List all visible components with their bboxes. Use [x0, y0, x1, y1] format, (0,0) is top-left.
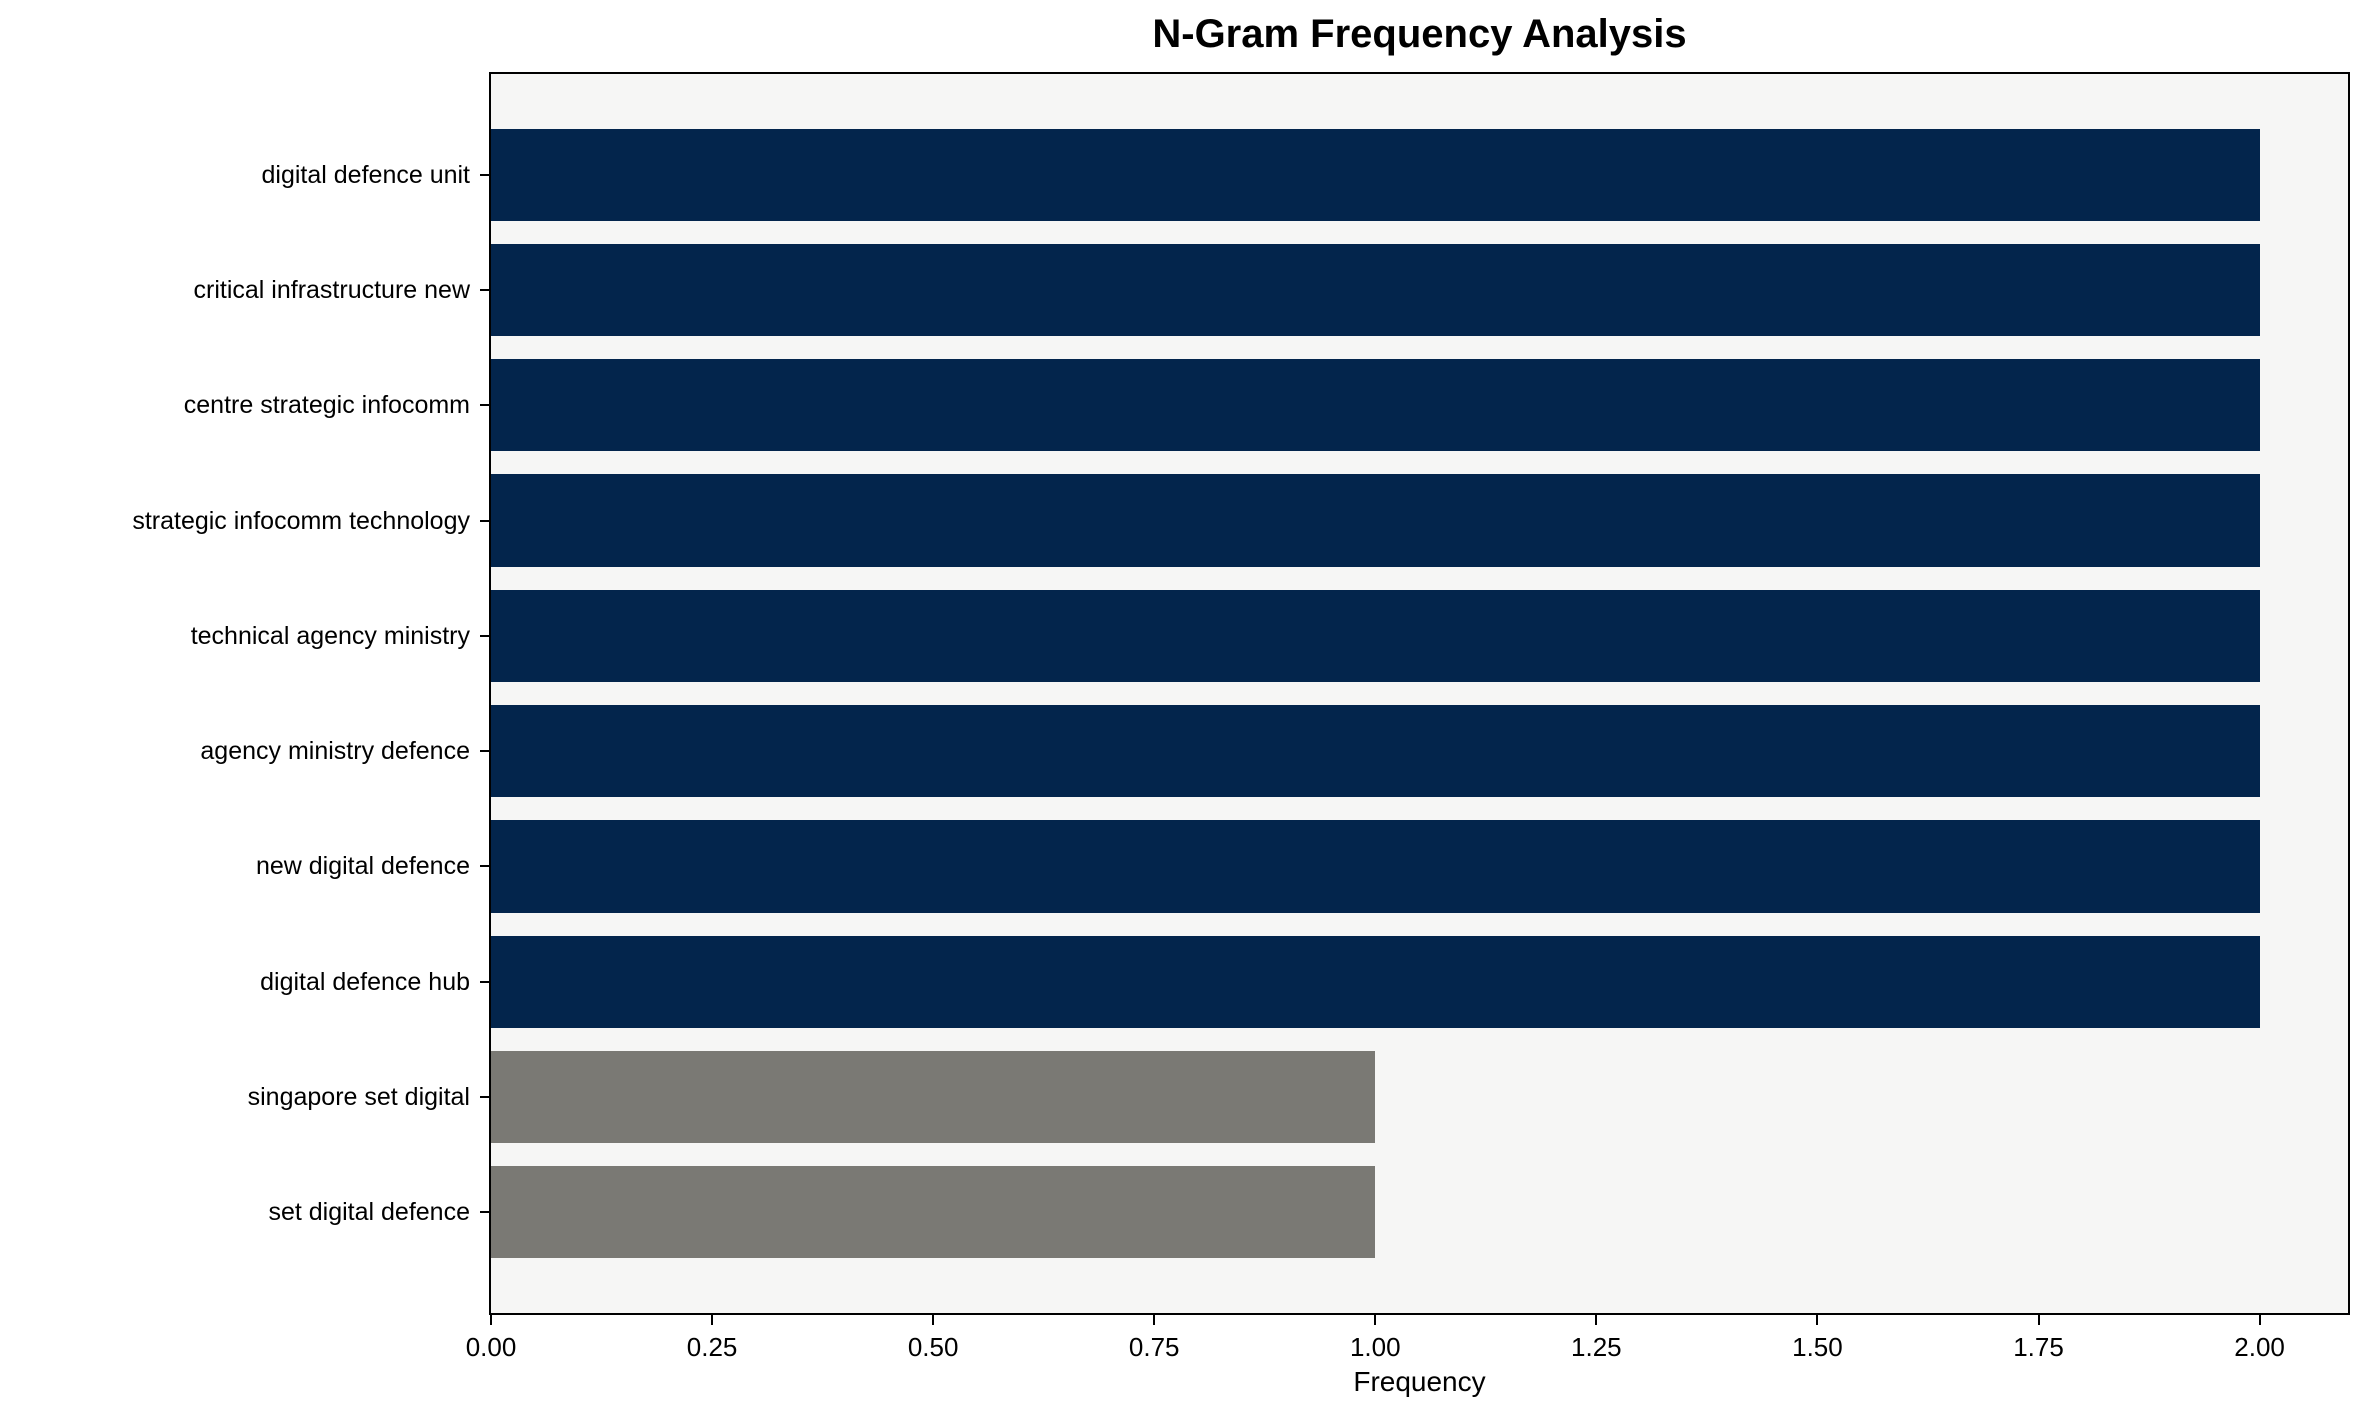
y-tick-mark — [480, 519, 489, 522]
y-tick-mark — [480, 980, 489, 983]
y-tick-label: new digital defence — [255, 852, 470, 881]
y-tick-label: digital defence hub — [260, 967, 470, 996]
bar-digital-defence-unit — [491, 128, 2260, 221]
y-tick-label: strategic infocomm technology — [132, 506, 470, 535]
y-tick-mark — [480, 404, 489, 407]
y-tick-label: critical infrastructure new — [193, 275, 470, 304]
x-tick-mark — [1816, 1315, 1819, 1325]
chart-title: N-Gram Frequency Analysis — [1152, 12, 1687, 56]
x-axis-label: Frequency — [1353, 1366, 1486, 1397]
x-tick-mark — [932, 1315, 935, 1325]
y-tick-label: digital defence unit — [261, 160, 470, 189]
bar-critical-infrastructure-new — [491, 243, 2260, 337]
plot-area — [489, 72, 2350, 1315]
x-tick-label: 2.00 — [2234, 1332, 2285, 1362]
y-tick-mark — [480, 173, 489, 176]
x-tick-label: 0.25 — [686, 1332, 738, 1362]
y-tick-mark — [480, 634, 489, 637]
y-tick-label: agency ministry defence — [200, 737, 470, 766]
y-tick-mark — [480, 750, 489, 753]
x-tick-mark — [2258, 1315, 2261, 1325]
bar-singapore-set-digital — [491, 1050, 1376, 1144]
y-tick-label: set digital defence — [268, 1198, 470, 1227]
y-tick-mark — [480, 1096, 489, 1099]
bar-strategic-infocomm-technology — [491, 474, 2260, 567]
y-tick-label: technical agency ministry — [190, 621, 470, 650]
x-tick-mark — [711, 1315, 714, 1325]
x-tick-mark — [1595, 1315, 1598, 1325]
bar-centre-strategic-infocomm — [491, 359, 2260, 452]
y-tick-mark — [480, 1211, 489, 1214]
x-tick-label: 1.25 — [1571, 1332, 1622, 1362]
y-tick-label: singapore set digital — [247, 1083, 470, 1112]
bar-digital-defence-hub — [491, 935, 2260, 1028]
bar-set-digital-defence — [491, 1166, 1376, 1259]
x-tick-label: 1.00 — [1349, 1332, 1401, 1362]
bar-new-digital-defence — [491, 820, 2260, 913]
y-tick-mark — [480, 865, 489, 868]
x-tick-mark — [1153, 1315, 1156, 1325]
x-tick-label: 0.75 — [1128, 1332, 1180, 1362]
x-tick-label: 1.50 — [1792, 1332, 1843, 1362]
x-tick-mark — [490, 1315, 492, 1325]
bar-technical-agency-ministry — [491, 589, 2260, 682]
y-tick-mark — [480, 288, 489, 291]
bar-agency-ministry-defence — [491, 705, 2260, 798]
x-tick-mark — [1374, 1315, 1377, 1325]
x-tick-label: 1.75 — [2013, 1332, 2064, 1362]
x-tick-mark — [2037, 1315, 2040, 1325]
y-tick-label: centre strategic infocomm — [183, 391, 470, 420]
x-tick-label: 0.50 — [907, 1332, 959, 1362]
x-tick-label: 0.00 — [465, 1332, 517, 1362]
